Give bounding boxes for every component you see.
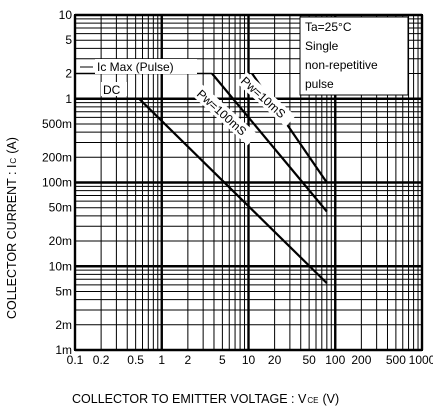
x-tick-label: 10 [242, 353, 256, 367]
x-tick-label: 1000 [409, 353, 433, 367]
annotation-line-1: Ta=25°C [305, 20, 352, 34]
y-axis-title-main: COLLECTOR CURRENT : I [5, 165, 19, 319]
annotation-line-2: Single [305, 39, 339, 53]
x-tick-label: 5 [219, 353, 226, 367]
x-axis-title-main: COLLECTOR TO EMITTER VOLTAGE : V [72, 392, 307, 406]
y-tick-label: 10 [59, 8, 73, 22]
y-tick-label: 200m [42, 150, 72, 164]
series-lines [75, 72, 328, 284]
y-tick-label: 50m [49, 201, 72, 215]
y-tick-label: 5 [65, 33, 72, 47]
pw100-label-bg [192, 84, 258, 146]
x-tick-label: 500 [386, 353, 406, 367]
plot-frame [74, 14, 423, 351]
y-tick-label: 5m [55, 284, 72, 298]
y-tick-label: 10m [49, 259, 72, 273]
y-tick-label: 2 [65, 67, 72, 81]
y-axis-title-unit: (A) [5, 137, 19, 154]
x-tick-label: 200 [351, 353, 371, 367]
series-label-dc: DC [103, 83, 121, 97]
x-tick-label: 50 [302, 353, 316, 367]
x-tick-label: 0.5 [127, 353, 144, 367]
annotation-line-3: non-repetitive [305, 58, 378, 72]
y-tick-label: 1m [55, 343, 72, 357]
x-axis-title-unit: (V) [322, 392, 339, 406]
x-tick-label: 100 [325, 353, 345, 367]
x-tick-label: 0.1 [67, 353, 84, 367]
y-axis-title-sub: C [9, 158, 18, 164]
y-tick-label: 20m [49, 234, 72, 248]
plot-border [74, 14, 423, 351]
x-tick-label: 20 [268, 353, 282, 367]
x-tick-label: 0.2 [93, 353, 110, 367]
x-tick-label: 2 [185, 353, 192, 367]
series-line-2 [211, 72, 328, 213]
y-tick-labels: 10 5 2 1 500m 200m 100m 50m 20m 10m 5m 2m 1m [42, 8, 72, 357]
y-tick-label: 500m [42, 117, 72, 131]
y-tick-label: 2m [55, 318, 72, 332]
pw10-label-bg [236, 71, 296, 128]
x-tick-labels: 0.1 0.2 0.5 1 2 5 10 20 50 100 200 500 1000 [67, 353, 433, 367]
x-tick-label: 1 [158, 353, 165, 367]
annotation-line-4: pulse [305, 77, 334, 91]
series-label-ic-max: Ic Max (Pulse) [97, 60, 174, 74]
x-axis-title-sub: CE [307, 396, 318, 405]
y-tick-label: 1 [65, 92, 72, 106]
dc-label-bg [101, 82, 127, 96]
annotation-box [299, 16, 409, 96]
series-label-pw-100ms: Pw=100mS [194, 87, 249, 139]
ic-max-label-bg [95, 59, 197, 74]
series-line-1 [138, 98, 328, 284]
y-tick-label: 100m [42, 176, 72, 190]
y-axis-title: COLLECTOR CURRENT : IC (A) [5, 137, 19, 319]
x-axis-title: COLLECTOR TO EMITTER VOLTAGE : VCE (V) [72, 392, 339, 406]
